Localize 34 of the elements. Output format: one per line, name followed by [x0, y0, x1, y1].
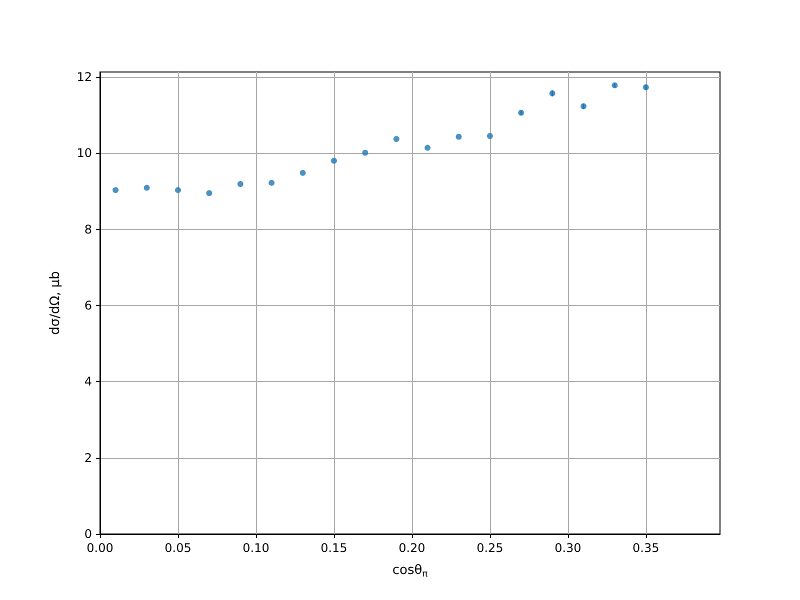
- point: [642, 84, 649, 90]
- x-tick-label: 0.20: [398, 541, 426, 555]
- x-tick-label: 0.15: [320, 541, 348, 555]
- x-tick-label: 0.35: [632, 541, 660, 555]
- y-tick-label: 4: [84, 374, 92, 389]
- x-tick-label: 0.30: [554, 541, 582, 555]
- point: [424, 144, 431, 151]
- point: [393, 136, 400, 142]
- y-tick-label: 2: [84, 450, 92, 465]
- x-tick-label: 0.00: [86, 541, 114, 555]
- y-tick-label: 6: [84, 298, 92, 312]
- y-axis-title: dσ/dΩ, μb: [48, 271, 63, 335]
- point: [486, 132, 493, 139]
- point: [518, 110, 524, 116]
- point: [206, 190, 212, 196]
- point: [549, 90, 556, 96]
- point: [300, 170, 306, 176]
- point: [268, 180, 275, 186]
- y-tick-label: 12: [76, 70, 92, 84]
- point: [112, 187, 119, 194]
- x-tick-label: 0.10: [242, 541, 270, 555]
- point: [580, 103, 587, 110]
- y-tick-label: 10: [76, 146, 92, 160]
- y-tick-label: 8: [84, 222, 92, 236]
- point: [362, 150, 368, 156]
- point: [612, 82, 618, 88]
- y-tick-label: 0: [84, 527, 92, 541]
- point: [330, 158, 337, 164]
- point: [456, 134, 462, 140]
- point: [144, 184, 150, 191]
- point: [174, 187, 181, 194]
- point: [237, 180, 244, 187]
- x-tick-label: 0.25: [476, 541, 504, 555]
- x-tick-label: 0.05: [164, 541, 192, 555]
